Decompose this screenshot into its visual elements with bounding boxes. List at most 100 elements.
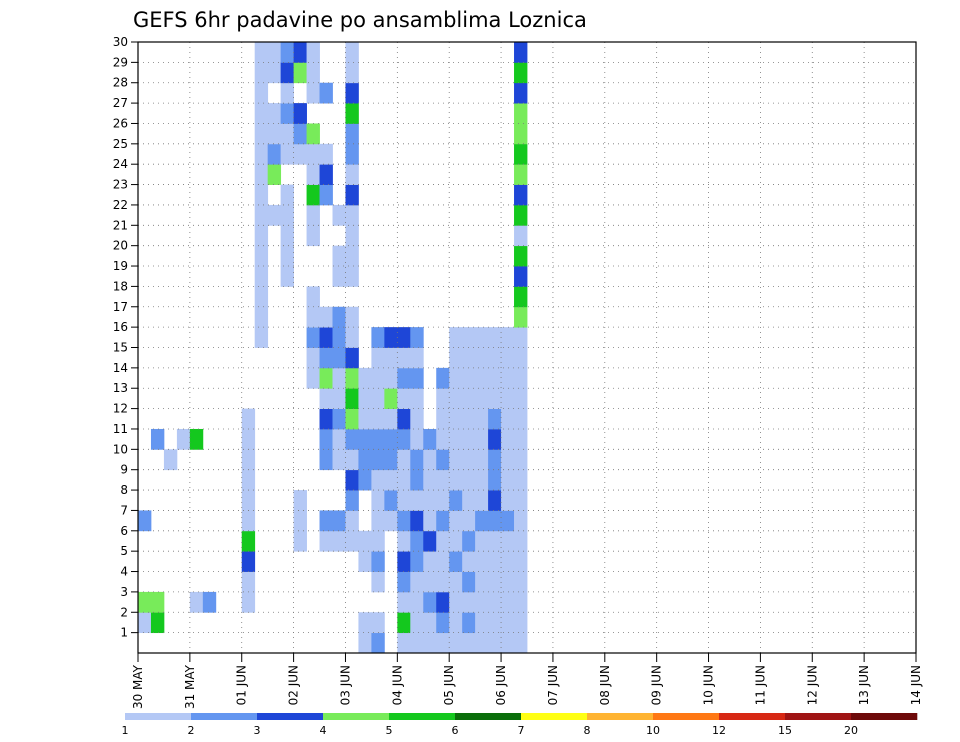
heatmap-cell <box>514 225 528 247</box>
heatmap-cell <box>280 204 294 226</box>
x-tick-label: 09 JUN <box>650 665 664 705</box>
heatmap-cell <box>397 408 411 430</box>
heatmap-cell <box>384 408 398 430</box>
heatmap-cell <box>358 469 372 491</box>
heatmap-cell <box>345 42 359 63</box>
heatmap-cell <box>267 204 282 226</box>
heatmap-cells <box>138 42 528 654</box>
heatmap-cell <box>436 490 450 511</box>
heatmap-cell <box>410 530 424 552</box>
heatmap-cell <box>267 62 282 84</box>
heatmap-cell <box>371 490 385 511</box>
heatmap-cell <box>267 123 282 145</box>
legend-swatch <box>785 713 852 720</box>
heatmap-cell <box>306 143 320 165</box>
heatmap-cell <box>423 571 437 593</box>
heatmap-cell <box>423 469 437 491</box>
heatmap-cell <box>254 306 269 328</box>
heatmap-cell <box>475 551 489 572</box>
heatmap-cell <box>514 123 528 145</box>
heatmap-cell <box>501 571 515 593</box>
heatmap-cell <box>241 591 256 613</box>
heatmap-cell <box>514 184 528 206</box>
heatmap-cell <box>332 408 346 430</box>
heatmap-cell <box>501 490 515 511</box>
heatmap-cell <box>319 347 333 369</box>
legend-swatch <box>455 713 522 720</box>
heatmap-cell <box>514 143 528 165</box>
heatmap-cell <box>436 612 450 634</box>
heatmap-cell <box>449 571 463 593</box>
heatmap-cell <box>306 204 320 226</box>
legend-swatch <box>653 713 720 720</box>
heatmap-cell <box>514 286 528 308</box>
y-tick-label: 18 <box>113 279 128 293</box>
heatmap-cell <box>306 42 320 63</box>
legend-label: 10 <box>646 724 660 737</box>
heatmap-cell <box>475 591 489 613</box>
heatmap-cell <box>423 428 437 450</box>
y-tick-label: 11 <box>113 422 128 436</box>
heatmap-cell <box>345 306 359 328</box>
x-tick-label: 14 JUN <box>909 665 923 705</box>
heatmap-cell <box>436 367 450 389</box>
heatmap-cell <box>423 490 437 511</box>
heatmap-cell <box>293 62 307 84</box>
heatmap-cell <box>306 123 320 145</box>
y-tick-label: 24 <box>113 157 128 171</box>
heatmap-cell <box>462 469 476 491</box>
heatmap-cell <box>436 551 450 572</box>
x-tick-label: 04 JUN <box>390 665 404 705</box>
heatmap-cell <box>514 204 528 226</box>
legend-label: 5 <box>386 724 393 737</box>
heatmap-cell <box>514 510 528 532</box>
heatmap-cell <box>293 123 307 145</box>
heatmap-cell <box>488 469 502 491</box>
heatmap-cell <box>358 449 372 471</box>
heatmap-cell <box>501 510 515 532</box>
y-tick-label: 13 <box>113 381 128 395</box>
color-legend: 1 2 3 4 5 6 7 8 10 12 15 20 <box>122 713 918 737</box>
heatmap-cell <box>332 245 346 267</box>
y-tick-label: 6 <box>120 524 128 538</box>
heatmap-cell <box>293 490 307 511</box>
y-tick-label: 30 <box>113 35 128 49</box>
heatmap-cell <box>475 327 489 348</box>
heatmap-cell <box>293 143 307 165</box>
heatmap-cell <box>241 428 256 450</box>
heatmap-cell <box>410 551 424 572</box>
heatmap-cell <box>436 632 450 654</box>
heatmap-cell <box>501 632 515 654</box>
y-tick-label: 25 <box>113 137 128 151</box>
heatmap-cell <box>462 408 476 430</box>
legend-label: 12 <box>712 724 726 737</box>
heatmap-cell <box>410 388 424 409</box>
heatmap-cell <box>423 449 437 471</box>
y-tick-label: 14 <box>113 361 128 375</box>
heatmap-cell <box>475 469 489 491</box>
heatmap-cell <box>488 571 502 593</box>
heatmap-cell <box>254 184 269 206</box>
heatmap-cell <box>319 408 333 430</box>
heatmap-cell <box>280 266 294 287</box>
heatmap-cell <box>501 428 515 450</box>
heatmap-cell <box>410 327 424 348</box>
heatmap-cell <box>306 327 320 348</box>
heatmap-cell <box>514 591 528 613</box>
heatmap-cell <box>345 408 359 430</box>
legend-label: 8 <box>584 724 591 737</box>
heatmap-cell <box>514 103 528 124</box>
heatmap-cell <box>488 449 502 471</box>
heatmap-cell <box>306 347 320 369</box>
heatmap-cell <box>371 428 385 450</box>
heatmap-cell <box>410 490 424 511</box>
y-tick-label: 26 <box>113 116 128 130</box>
heatmap-cell <box>462 428 476 450</box>
legend-swatch <box>125 713 192 720</box>
heatmap-cell <box>501 388 515 409</box>
heatmap-cell <box>371 469 385 491</box>
heatmap-cell <box>254 42 269 63</box>
heatmap-cell <box>410 428 424 450</box>
heatmap-cell <box>332 327 346 348</box>
heatmap-cell <box>514 82 528 104</box>
